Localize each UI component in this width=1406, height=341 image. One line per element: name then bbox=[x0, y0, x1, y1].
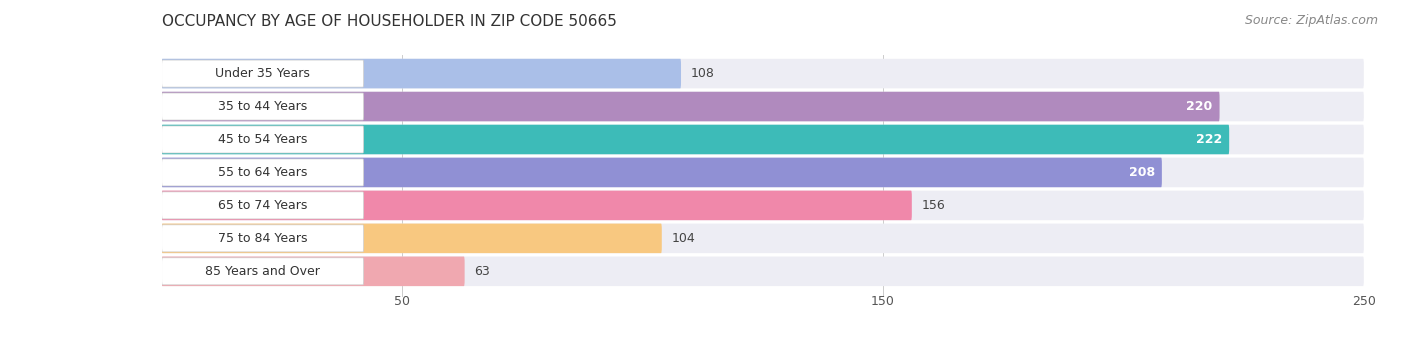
FancyBboxPatch shape bbox=[162, 126, 364, 153]
Text: 75 to 84 Years: 75 to 84 Years bbox=[218, 232, 308, 245]
Text: 35 to 44 Years: 35 to 44 Years bbox=[218, 100, 308, 113]
Text: 65 to 74 Years: 65 to 74 Years bbox=[218, 199, 308, 212]
Text: Source: ZipAtlas.com: Source: ZipAtlas.com bbox=[1244, 14, 1378, 27]
FancyBboxPatch shape bbox=[162, 225, 364, 252]
Text: 45 to 54 Years: 45 to 54 Years bbox=[218, 133, 308, 146]
Text: 63: 63 bbox=[474, 265, 491, 278]
FancyBboxPatch shape bbox=[162, 158, 1161, 187]
Text: 222: 222 bbox=[1195, 133, 1222, 146]
FancyBboxPatch shape bbox=[162, 92, 1219, 121]
FancyBboxPatch shape bbox=[162, 125, 1364, 154]
Text: Under 35 Years: Under 35 Years bbox=[215, 67, 311, 80]
FancyBboxPatch shape bbox=[162, 159, 364, 186]
Text: 85 Years and Over: 85 Years and Over bbox=[205, 265, 321, 278]
FancyBboxPatch shape bbox=[162, 125, 1229, 154]
FancyBboxPatch shape bbox=[162, 256, 1364, 286]
FancyBboxPatch shape bbox=[162, 60, 364, 87]
FancyBboxPatch shape bbox=[162, 224, 1364, 253]
FancyBboxPatch shape bbox=[162, 224, 662, 253]
Text: 108: 108 bbox=[690, 67, 714, 80]
FancyBboxPatch shape bbox=[162, 192, 364, 219]
FancyBboxPatch shape bbox=[162, 158, 1364, 187]
Text: 104: 104 bbox=[672, 232, 695, 245]
Text: 156: 156 bbox=[921, 199, 945, 212]
Text: OCCUPANCY BY AGE OF HOUSEHOLDER IN ZIP CODE 50665: OCCUPANCY BY AGE OF HOUSEHOLDER IN ZIP C… bbox=[162, 14, 617, 29]
Text: 208: 208 bbox=[1129, 166, 1154, 179]
FancyBboxPatch shape bbox=[162, 59, 681, 88]
FancyBboxPatch shape bbox=[162, 256, 464, 286]
FancyBboxPatch shape bbox=[162, 191, 1364, 220]
Text: 150: 150 bbox=[872, 295, 894, 308]
FancyBboxPatch shape bbox=[162, 59, 1364, 88]
Text: 55 to 64 Years: 55 to 64 Years bbox=[218, 166, 308, 179]
FancyBboxPatch shape bbox=[162, 93, 364, 120]
Text: 50: 50 bbox=[394, 295, 411, 308]
FancyBboxPatch shape bbox=[162, 258, 364, 285]
Text: 220: 220 bbox=[1187, 100, 1212, 113]
FancyBboxPatch shape bbox=[162, 92, 1364, 121]
Text: 250: 250 bbox=[1353, 295, 1375, 308]
FancyBboxPatch shape bbox=[162, 191, 912, 220]
